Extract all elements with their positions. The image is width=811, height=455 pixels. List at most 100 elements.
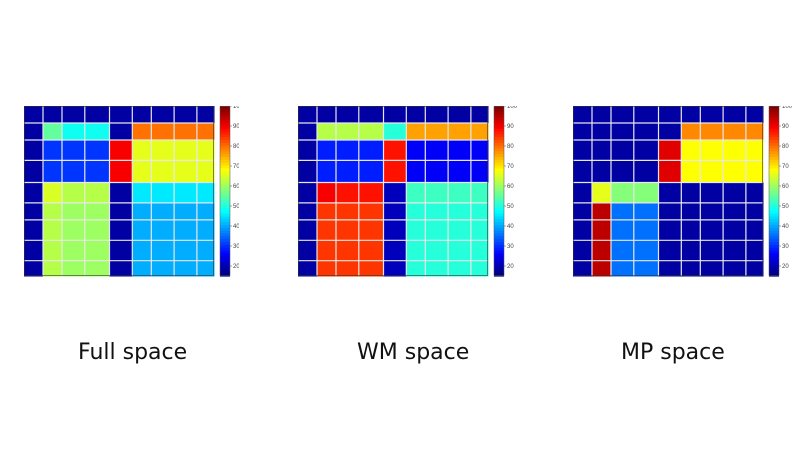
colorbar-segment: [220, 111, 230, 116]
colorbar-segment: [494, 250, 504, 254]
cell-2-4: [406, 140, 489, 183]
colorbar-segment: [769, 185, 779, 189]
colorbar-segment: [769, 162, 779, 167]
colorbar-segment: [769, 202, 779, 206]
colorbar-segment: [494, 111, 504, 116]
cell-1-2: [336, 123, 384, 141]
colorbar-segment: [769, 250, 779, 254]
colorbar-segment: [220, 250, 230, 254]
colorbar-segment: [220, 261, 230, 266]
colorbar-segment: [769, 148, 779, 152]
colorbar-segment: [769, 142, 779, 147]
colorbar-segment: [220, 140, 230, 144]
colorbar-segment: [494, 213, 504, 218]
heatmap-full-space: 100 90 80 70 60 50 40 30 20: [24, 106, 239, 277]
colorbar-segment: [494, 253, 504, 257]
colorbar-segment: [494, 267, 504, 271]
cell-0-4: [681, 106, 764, 124]
colorbar-segment: [494, 202, 504, 206]
colorbar-tick-label: 90: [507, 124, 514, 130]
cell-1-3: [109, 123, 133, 141]
colorbar-segment: [494, 171, 504, 175]
colorbar-segment: [769, 171, 779, 175]
colorbar-segment: [769, 137, 779, 141]
colorbar-segment: [220, 230, 230, 235]
cell-0-1: [317, 106, 337, 124]
cell-3-1: [43, 182, 63, 204]
colorbar-segment: [220, 191, 230, 195]
colorbar-segment: [769, 193, 779, 198]
cell-1-2: [62, 123, 110, 141]
colorbar-segment: [220, 128, 230, 133]
colorbar-segment: [769, 196, 779, 201]
cell-0-0: [24, 106, 44, 124]
colorbar-tick-label: 40: [782, 224, 789, 230]
colorbar-segment: [494, 185, 504, 189]
colorbar-segment: [220, 208, 230, 212]
cell-2-4: [132, 140, 215, 183]
colorbar-tick-label: 60: [507, 184, 514, 190]
colorbar-segment: [220, 236, 230, 240]
colorbar-segment: [220, 106, 230, 110]
colorbar-segment: [494, 208, 504, 212]
cell-3-3: [658, 182, 682, 204]
colorbar-segment: [494, 125, 504, 130]
colorbar-tick-label: 20: [233, 264, 239, 270]
colorbar-segment: [220, 131, 230, 135]
cell-2-4: [681, 140, 764, 183]
colorbar-tick-label: 40: [233, 224, 239, 230]
colorbar-segment: [769, 230, 779, 235]
colorbar-segment: [769, 225, 779, 229]
colorbar-segment: [220, 148, 230, 152]
colorbar-segment: [494, 259, 504, 263]
colorbar-segment: [769, 179, 779, 184]
colorbar-segment: [769, 264, 779, 269]
colorbar-segment: [769, 270, 779, 274]
cell-1-0: [298, 123, 318, 141]
colorbar-segment: [769, 239, 779, 243]
colorbar-tick-label: 30: [233, 244, 239, 250]
colorbar-tick-label: 30: [507, 244, 514, 250]
cell-0-3: [658, 106, 682, 124]
colorbar-tick-label: 70: [507, 164, 514, 170]
colorbar-segment: [220, 270, 230, 274]
cell-2-0: [298, 140, 318, 183]
colorbar-segment: [769, 233, 779, 237]
colorbar-segment: [220, 176, 230, 181]
colorbar-segment: [769, 247, 779, 252]
cell-3-4: [406, 182, 489, 204]
heatmap-wm-space: 100 90 80 70 60 50 40 30 20: [298, 106, 518, 277]
colorbar-segment: [494, 128, 504, 133]
colorbar-segment: [769, 222, 779, 226]
cell-2-2: [336, 140, 384, 183]
colorbar-segment: [220, 222, 230, 226]
colorbar-segment: [769, 273, 779, 277]
colorbar-tick-label: 70: [782, 164, 789, 170]
cell-0-2: [336, 106, 384, 124]
colorbar-segment: [494, 193, 504, 198]
colorbar-segment: [769, 128, 779, 133]
colorbar-segment: [220, 259, 230, 263]
colorbar-segment: [494, 154, 504, 158]
colorbar-segment: [769, 236, 779, 240]
colorbar-segment: [494, 264, 504, 269]
colorbar-segment: [769, 191, 779, 195]
colorbar-segment: [220, 168, 230, 172]
cell-2-2: [611, 140, 659, 183]
colorbar-segment: [769, 213, 779, 218]
cell-2-1: [592, 140, 612, 183]
colorbar-segment: [494, 134, 504, 138]
colorbar-segment: [220, 123, 230, 127]
cell-3-3: [383, 182, 407, 204]
cell-0-0: [298, 106, 318, 124]
colorbar-segment: [220, 157, 230, 161]
colorbar-segment: [769, 256, 779, 260]
colorbar-segment: [494, 142, 504, 147]
cell-2-3: [109, 140, 133, 183]
colorbar-segment: [494, 182, 504, 186]
colorbar-segment: [769, 108, 779, 113]
colorbar-segment: [220, 247, 230, 252]
colorbar-segment: [220, 233, 230, 237]
colorbar-segment: [494, 151, 504, 155]
colorbar-segment: [220, 145, 230, 150]
